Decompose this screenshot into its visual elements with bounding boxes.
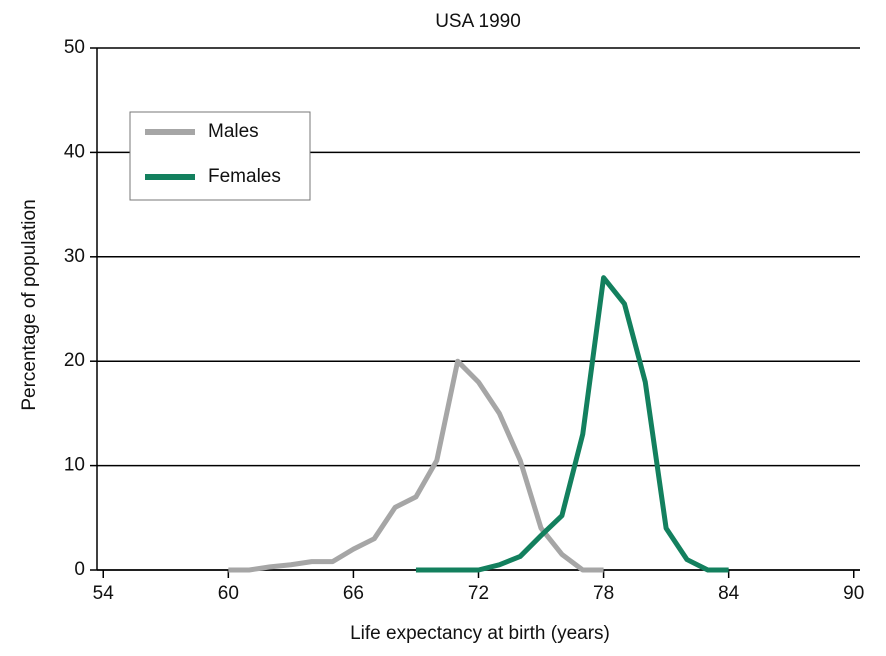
y-tick-label: 50 <box>64 37 85 58</box>
x-tick-label: 54 <box>93 583 115 604</box>
legend-box <box>129 111 311 201</box>
y-tick-label: 0 <box>74 559 85 580</box>
x-tick-label: 72 <box>468 583 489 604</box>
data-line <box>228 358 604 573</box>
y-tick-label: 40 <box>64 141 85 162</box>
y-tick-label: 10 <box>64 455 85 476</box>
y-tick-label: 20 <box>64 350 85 371</box>
x-tick-label: 60 <box>218 583 239 604</box>
legend-label: Females <box>208 166 281 187</box>
x-axis-label: Life expectancy at birth (years) <box>350 623 610 644</box>
x-tick-label: 78 <box>593 583 614 604</box>
x-tick-label: 90 <box>843 583 864 604</box>
chart-title: USA 1990 <box>435 11 521 32</box>
x-tick-label: 66 <box>343 583 364 604</box>
data-line <box>415 275 729 573</box>
legend-label: Males <box>208 121 259 142</box>
x-tick-label: 84 <box>718 583 740 604</box>
y-tick-label: 30 <box>64 246 85 267</box>
y-axis-label: Percentage of population <box>19 199 40 410</box>
